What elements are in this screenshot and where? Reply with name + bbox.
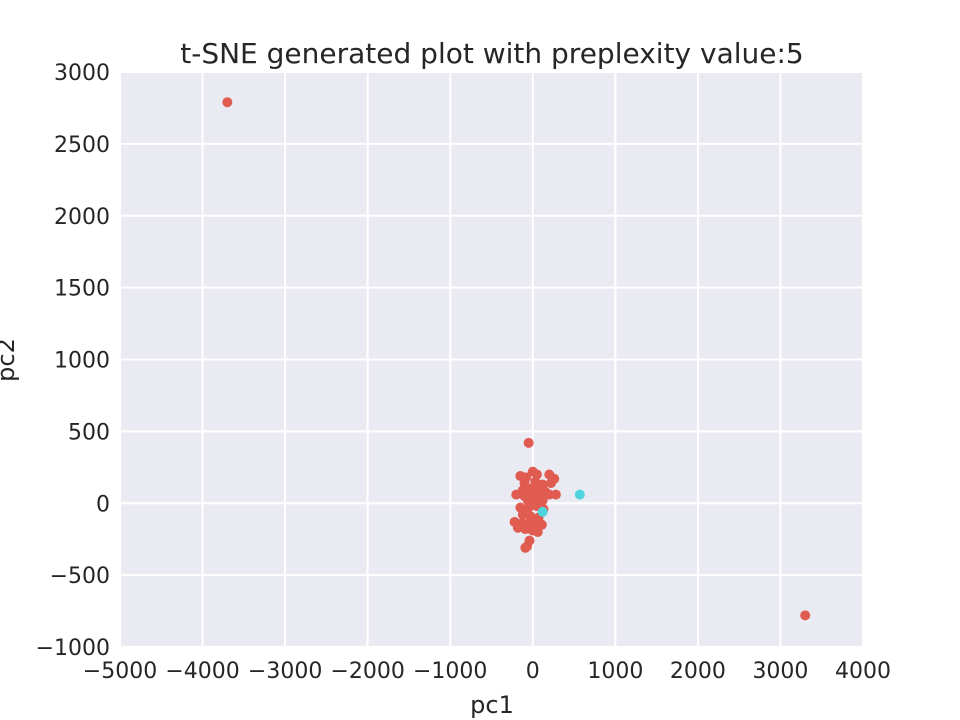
x-tick-label: −3000 bbox=[248, 659, 322, 684]
y-tick-label: 500 bbox=[68, 420, 110, 445]
data-point bbox=[574, 489, 585, 500]
x-tick-label: 4000 bbox=[835, 659, 891, 684]
data-point bbox=[512, 522, 523, 533]
y-tick-label: 3000 bbox=[54, 61, 110, 86]
y-tick-label: 0 bbox=[96, 492, 110, 517]
x-tick-label: −1000 bbox=[413, 659, 487, 684]
x-tick-label: −5000 bbox=[83, 659, 157, 684]
data-point bbox=[517, 509, 528, 520]
x-axis-label: pc1 bbox=[470, 691, 514, 719]
y-tick-label: 1000 bbox=[54, 349, 110, 374]
y-tick-label: 1500 bbox=[54, 277, 110, 302]
x-tick-label: −2000 bbox=[330, 659, 404, 684]
data-point bbox=[520, 524, 531, 535]
data-point bbox=[523, 502, 534, 513]
data-point bbox=[550, 489, 561, 500]
x-tick-label: −4000 bbox=[165, 659, 239, 684]
x-tick-label: 1000 bbox=[587, 659, 643, 684]
data-point bbox=[537, 506, 548, 517]
x-tick-label: 2000 bbox=[670, 659, 726, 684]
x-tick-label: 0 bbox=[526, 659, 540, 684]
x-tick-labels: −5000 −4000 −3000 −2000 −1000 0 1000 2000 3000 40… bbox=[83, 659, 891, 684]
y-tick-label: −1000 bbox=[36, 636, 110, 661]
data-point bbox=[800, 610, 811, 621]
x-tick-label: 3000 bbox=[752, 659, 808, 684]
y-tick-labels: −1000 −500 0 500 1000 1500 2000 2500 3000 bbox=[36, 61, 110, 661]
y-tick-label: −500 bbox=[50, 564, 110, 589]
y-tick-label: 2000 bbox=[54, 205, 110, 230]
y-axis-label: pc2 bbox=[0, 338, 20, 382]
data-point bbox=[545, 478, 556, 489]
y-tick-label: 2500 bbox=[54, 133, 110, 158]
data-point bbox=[520, 542, 531, 553]
data-point bbox=[222, 97, 233, 108]
chart-title: t-SNE generated plot with preplexity val… bbox=[180, 37, 804, 70]
data-point bbox=[511, 489, 522, 500]
data-point bbox=[523, 437, 534, 448]
data-points bbox=[222, 97, 811, 621]
grid-lines bbox=[119, 71, 864, 648]
data-point bbox=[532, 527, 543, 537]
